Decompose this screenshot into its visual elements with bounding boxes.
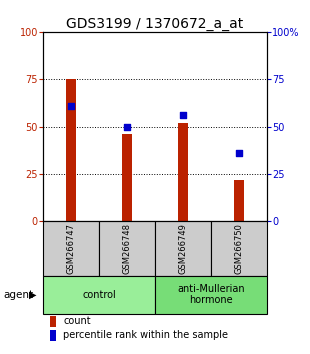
Bar bbox=[178, 123, 188, 222]
Text: GSM266747: GSM266747 bbox=[67, 223, 76, 274]
Point bbox=[180, 113, 185, 118]
Point bbox=[236, 150, 241, 156]
Bar bbox=[234, 180, 244, 222]
Point bbox=[125, 124, 130, 130]
Text: ▶: ▶ bbox=[29, 290, 37, 299]
Bar bbox=[99, 222, 155, 276]
Text: percentile rank within the sample: percentile rank within the sample bbox=[63, 330, 228, 340]
Text: anti-Mullerian
hormone: anti-Mullerian hormone bbox=[177, 284, 245, 306]
Bar bbox=[211, 222, 267, 276]
Bar bbox=[66, 79, 76, 222]
Text: count: count bbox=[63, 316, 91, 326]
Bar bbox=[155, 222, 211, 276]
Text: agent: agent bbox=[3, 290, 33, 299]
Bar bbox=[43, 222, 99, 276]
Title: GDS3199 / 1370672_a_at: GDS3199 / 1370672_a_at bbox=[66, 17, 244, 31]
Bar bbox=[50, 316, 56, 327]
Text: control: control bbox=[82, 290, 116, 299]
Bar bbox=[43, 276, 155, 314]
Point bbox=[69, 103, 74, 109]
Text: GSM266749: GSM266749 bbox=[178, 223, 188, 274]
Bar bbox=[50, 330, 56, 341]
Text: GSM266750: GSM266750 bbox=[234, 223, 243, 274]
Bar bbox=[155, 276, 267, 314]
Bar bbox=[122, 134, 132, 222]
Text: GSM266748: GSM266748 bbox=[122, 223, 132, 274]
